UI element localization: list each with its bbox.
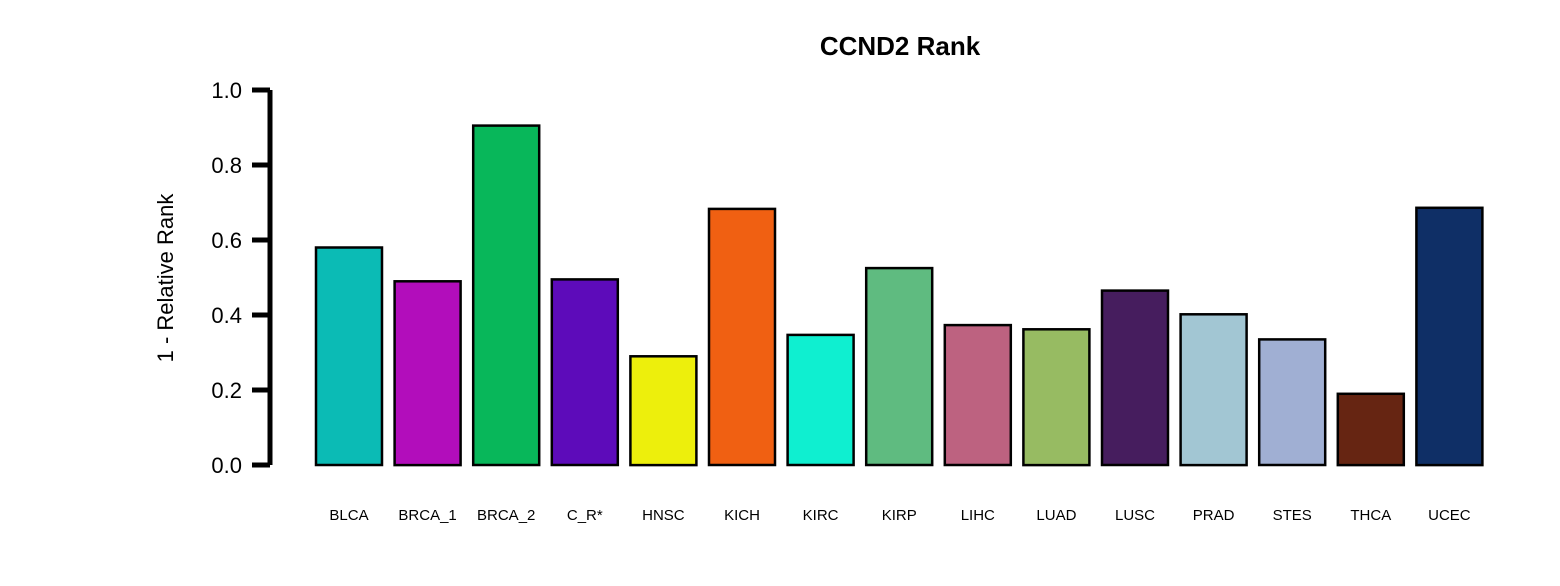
- bar-kirc: [786, 333, 855, 467]
- bars-group: [314, 124, 1484, 467]
- y-tick-label: 0.4: [211, 303, 242, 328]
- bar-thca: [1336, 392, 1406, 467]
- y-tick-label: 0.2: [211, 378, 242, 403]
- bar-blca: [314, 246, 384, 467]
- x-tick-label: LUAD: [1036, 507, 1076, 524]
- x-tick-label: PRAD: [1193, 507, 1235, 524]
- x-tick-label: KIRC: [803, 507, 839, 524]
- y-tick-label: 0.6: [211, 228, 242, 253]
- bar-lusc: [1100, 289, 1170, 467]
- bar-kirp: [864, 266, 934, 467]
- bar-lihc: [943, 323, 1013, 467]
- y-tick-label: 0.8: [211, 153, 242, 178]
- y-tick-label: 1.0: [211, 78, 242, 103]
- x-tick-label: LUSC: [1115, 507, 1155, 524]
- bar-c-r: [550, 278, 620, 467]
- bar-prad: [1179, 313, 1248, 467]
- x-tick-label: BLCA: [329, 507, 368, 524]
- x-tick-label: BRCA_1: [398, 507, 456, 524]
- x-tick-label: BRCA_2: [477, 507, 535, 524]
- bar-brca-1: [393, 280, 462, 467]
- x-tick-label: LIHC: [961, 507, 995, 524]
- bar-luad: [1022, 328, 1091, 467]
- chart-title: CCND2 Rank: [820, 31, 981, 61]
- bar-ucec: [1415, 206, 1484, 467]
- x-tick-label: C_R*: [567, 507, 603, 524]
- y-tick-label: 0.0: [211, 453, 242, 478]
- x-tick-label: THCA: [1350, 507, 1391, 524]
- bar-kich: [707, 207, 777, 467]
- x-tick-label: UCEC: [1428, 507, 1471, 524]
- x-tick-label: HNSC: [642, 507, 685, 524]
- x-tick-label: KIRP: [882, 507, 917, 524]
- y-axis-label: 1 - Relative Rank: [153, 193, 178, 363]
- bar-brca-2: [471, 124, 541, 467]
- bar-hnsc: [629, 355, 698, 467]
- x-tick-label: KICH: [724, 507, 760, 524]
- x-tick-labels: BLCA BRCA_1 BRCA_2 C_R* HNSC KICH KIRC KIRP LIHC…: [329, 507, 1470, 524]
- bar-stes: [1257, 338, 1327, 467]
- y-axis: 0.0 0.2 0.4 0.6 0.8 1.0: [211, 78, 273, 478]
- x-tick-label: STES: [1273, 507, 1312, 524]
